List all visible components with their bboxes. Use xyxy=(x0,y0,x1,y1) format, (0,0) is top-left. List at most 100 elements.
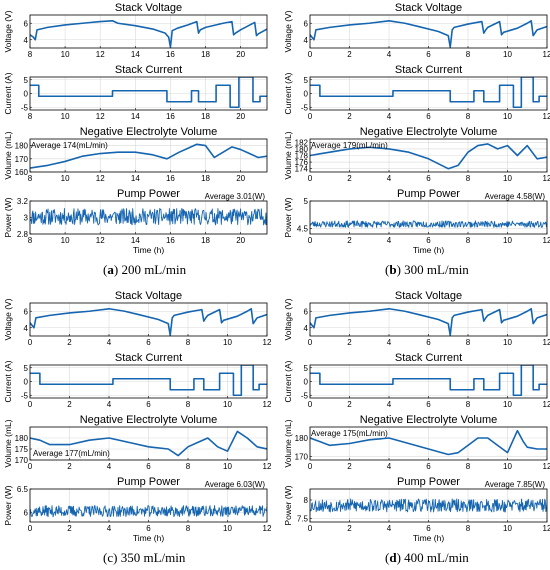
x-tick-label: 16 xyxy=(166,112,175,121)
x-tick-label: 2 xyxy=(67,462,72,471)
plot-frame xyxy=(309,364,548,399)
x-tick-label: 12 xyxy=(543,236,550,245)
x-tick-label: 2 xyxy=(67,338,72,347)
x-tick-label: 4 xyxy=(107,524,112,533)
x-tick-label: 8 xyxy=(28,174,33,183)
x-tick-label: 0 xyxy=(308,50,313,59)
x-tick-label: 6 xyxy=(426,400,431,409)
chart-title: Stack Current xyxy=(115,352,182,364)
x-tick-label: 12 xyxy=(263,462,272,471)
y-axis-label: Current (A) xyxy=(3,72,13,114)
x-tick-label: 10 xyxy=(503,50,512,59)
x-tick-label: 0 xyxy=(28,524,33,533)
plot-frame xyxy=(29,426,268,461)
x-tick-label: 10 xyxy=(61,50,70,59)
x-tick-label: 16 xyxy=(166,50,175,59)
series-line xyxy=(310,19,547,48)
series-line xyxy=(310,429,547,456)
x-tick-label: 6 xyxy=(146,524,151,533)
x-tick-label: 0 xyxy=(28,400,33,409)
y-tick-label: 5 xyxy=(304,76,309,85)
chart-title: Negative Electrolyte Volume xyxy=(360,126,498,138)
x-tick-label: 4 xyxy=(387,524,392,533)
x-axis-label: Time (h) xyxy=(413,245,444,255)
plot-frame xyxy=(29,200,268,235)
y-tick-label: 2.8 xyxy=(17,230,29,239)
x-tick-label: 4 xyxy=(387,50,392,59)
x-tick-label: 12 xyxy=(96,236,105,245)
x-tick-label: 8 xyxy=(466,400,471,409)
x-tick-label: 14 xyxy=(131,50,140,59)
chart-c-4: Pump Power 0 2 4 6 8 10 12 6 6.5 Power (W) Time (h)… xyxy=(3,476,272,543)
plot-frame xyxy=(29,302,268,337)
x-tick-label: 6 xyxy=(426,524,431,533)
series-line xyxy=(30,208,267,226)
series-line xyxy=(310,307,547,336)
plot-frame xyxy=(29,76,268,111)
chart-d-4: Pump Power 0 2 4 6 8 10 12 7.5 8 Power (W) Time (h)… xyxy=(283,476,550,543)
x-tick-label: 6 xyxy=(426,462,431,471)
plot-frame xyxy=(309,488,548,523)
x-tick-label: 8 xyxy=(466,112,471,121)
annotation-label: Average 4.58(W) xyxy=(485,192,546,201)
x-tick-label: 8 xyxy=(186,338,191,347)
x-tick-label: 4 xyxy=(107,462,112,471)
y-tick-label: 180 xyxy=(15,434,29,443)
series-line xyxy=(30,307,267,336)
x-tick-label: 0 xyxy=(28,338,33,347)
x-tick-label: 12 xyxy=(543,338,550,347)
y-tick-label: -5 xyxy=(21,391,29,400)
y-tick-label: 3 xyxy=(24,214,29,223)
x-tick-label: 2 xyxy=(67,400,72,409)
x-tick-label: 12 xyxy=(96,50,105,59)
x-tick-label: 8 xyxy=(466,174,471,183)
y-tick-label: 5 xyxy=(304,364,309,373)
caption-d: (d) 400 mL/min xyxy=(385,550,469,565)
x-tick-label: 6 xyxy=(146,338,151,347)
annotation-label: Average 174(mL/min) xyxy=(31,141,108,150)
x-tick-label: 8 xyxy=(466,50,471,59)
x-tick-label: 0 xyxy=(308,236,313,245)
series-line xyxy=(30,365,267,397)
x-tick-label: 14 xyxy=(131,112,140,121)
y-axis-label: Current (A) xyxy=(283,72,293,114)
x-tick-label: 8 xyxy=(466,524,471,533)
y-tick-label: 3.2 xyxy=(17,197,29,206)
x-tick-label: 0 xyxy=(28,462,33,471)
x-tick-label: 4 xyxy=(387,236,392,245)
chart-title: Stack Current xyxy=(115,64,182,76)
y-axis-label: Power (W) xyxy=(283,485,293,525)
y-tick-label: 4 xyxy=(24,324,29,333)
y-tick-label: 176 xyxy=(295,158,309,167)
x-tick-label: 16 xyxy=(166,236,175,245)
plot-frame xyxy=(309,302,548,337)
caption-b: (b) 300 mL/min xyxy=(385,262,469,277)
x-tick-label: 8 xyxy=(28,50,33,59)
x-tick-label: 2 xyxy=(347,400,352,409)
x-tick-label: 12 xyxy=(543,174,550,183)
x-tick-label: 0 xyxy=(308,462,313,471)
annotation-label: Average 7.85(W) xyxy=(485,480,546,489)
series-line xyxy=(310,498,547,513)
x-tick-label: 10 xyxy=(61,236,70,245)
x-tick-label: 12 xyxy=(543,112,550,121)
y-tick-label: -5 xyxy=(301,391,309,400)
x-tick-label: 8 xyxy=(186,524,191,533)
y-tick-label: 6 xyxy=(24,307,29,316)
x-tick-label: 2 xyxy=(347,112,352,121)
y-tick-label: 6 xyxy=(24,19,29,28)
x-tick-label: 20 xyxy=(236,50,245,59)
y-tick-label: -5 xyxy=(301,103,309,112)
y-axis-label: Power (W) xyxy=(3,197,13,237)
chart-title: Stack Current xyxy=(395,352,462,364)
x-tick-label: 0 xyxy=(308,174,313,183)
x-tick-label: 18 xyxy=(201,50,210,59)
y-tick-label: 6 xyxy=(24,509,29,518)
x-tick-label: 10 xyxy=(223,338,232,347)
x-tick-label: 12 xyxy=(263,400,272,409)
chart-title: Pump Power xyxy=(397,188,460,200)
x-tick-label: 8 xyxy=(186,400,191,409)
